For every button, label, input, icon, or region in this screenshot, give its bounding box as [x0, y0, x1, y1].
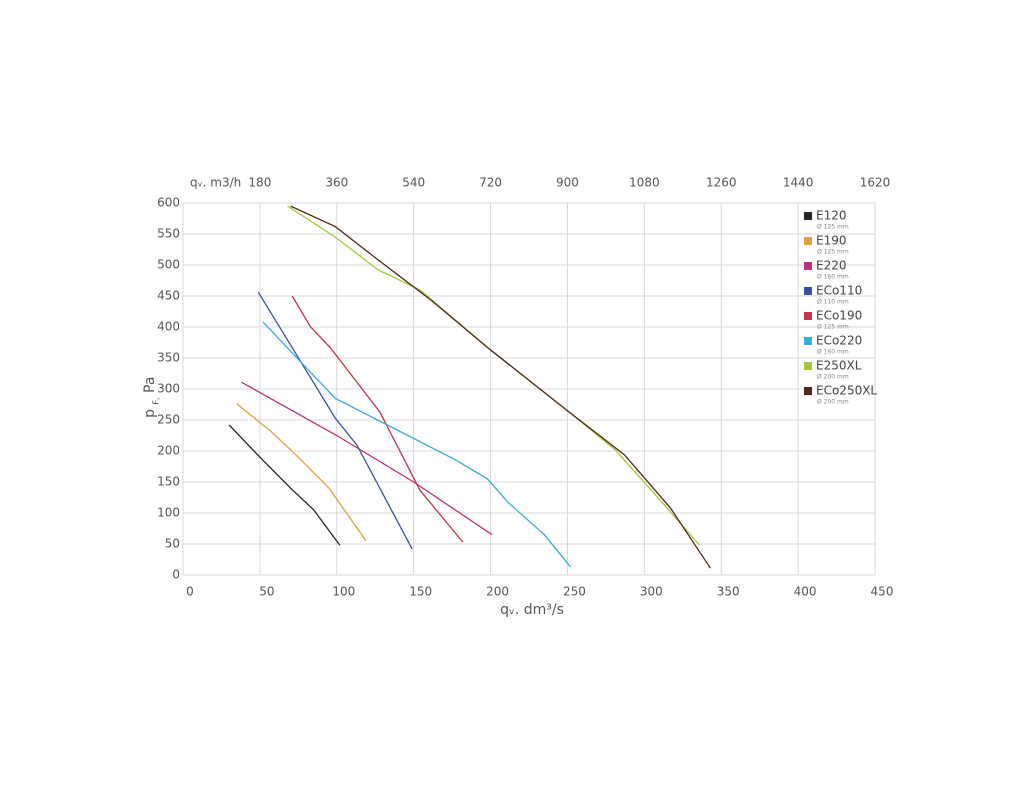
x2-tick-label: 1260	[706, 176, 737, 190]
legend-sublabel: Ø 125 mm	[817, 324, 849, 331]
legend-swatch	[804, 312, 812, 320]
x-tick-label: 0	[186, 585, 194, 599]
y-tick-label: 250	[157, 413, 180, 427]
x-tick-label: 350	[717, 585, 740, 599]
legend-sublabel: Ø 125 mm	[817, 249, 849, 256]
x-tick-label: 300	[640, 585, 663, 599]
x2-tick-label: 540	[402, 176, 425, 190]
x-tick-label: 100	[332, 585, 355, 599]
y-axis-label-unit: Pa	[142, 377, 158, 393]
y-tick-label: 150	[157, 475, 180, 489]
legend-swatch	[804, 362, 812, 370]
legend-label: E220	[816, 259, 847, 273]
y-tick-label: 500	[157, 258, 180, 272]
series-line	[262, 321, 572, 568]
x-axis-label: qᵥ. dm³/s	[500, 602, 564, 618]
y-tick-label: 200	[157, 444, 180, 458]
series-line	[291, 295, 464, 543]
x-tick-label: 50	[259, 585, 274, 599]
x-tick-label: 400	[794, 585, 817, 599]
legend-swatch	[804, 387, 812, 395]
y-tick-label: 350	[157, 351, 180, 365]
legend-swatch	[804, 337, 812, 345]
y-tick-label: 0	[172, 568, 180, 582]
legend-label: E120	[816, 209, 847, 223]
x2-tick-label: 1080	[629, 176, 660, 190]
legend-sublabel: Ø 110 mm	[817, 299, 849, 306]
y-tick-label: 550	[157, 227, 180, 241]
x2-tick-label: 720	[479, 176, 502, 190]
x2-tick-label: 1620	[860, 176, 891, 190]
y-tick-label: 50	[165, 537, 180, 551]
y-axis-label: p	[142, 409, 158, 418]
legend-sublabel: Ø 160 mm	[817, 274, 849, 281]
x2-tick-label: 1440	[783, 176, 814, 190]
x-tick-label: 200	[486, 585, 509, 599]
x2-tick-label: 360	[325, 176, 348, 190]
legend-label: ECo220	[816, 334, 862, 348]
y-tick-label: 400	[157, 320, 180, 334]
y-tick-label: 300	[157, 382, 180, 396]
legend-swatch	[804, 237, 812, 245]
y-axis-label-group: p F, Pa	[142, 377, 161, 418]
y-tick-label: 450	[157, 289, 180, 303]
series-line	[290, 205, 711, 569]
legend-label: E250XL	[816, 359, 862, 373]
y-tick-label: 100	[157, 506, 180, 520]
x2-tick-label: 180	[248, 176, 271, 190]
x2-tick-label: 900	[556, 176, 579, 190]
x2-axis-label: qᵥ. m3/h	[190, 176, 241, 190]
x-tick-label: 250	[563, 585, 586, 599]
plot-frame	[182, 202, 876, 576]
series-line	[236, 403, 367, 542]
legend-swatch	[804, 262, 812, 270]
legend-swatch	[804, 287, 812, 295]
legend-sublabel: Ø 200 mm	[817, 399, 849, 406]
legend-label: E190	[816, 234, 847, 248]
series-line	[241, 381, 493, 536]
series-line	[287, 205, 701, 546]
series-line	[228, 424, 341, 546]
x-tick-label: 450	[871, 585, 894, 599]
x-tick-label: 150	[409, 585, 432, 599]
legend-sublabel: Ø 160 mm	[817, 349, 849, 356]
legend-label: ECo110	[816, 284, 862, 298]
series-line	[257, 291, 413, 550]
legend-label: ECo190	[816, 309, 862, 323]
legend-sublabel: Ø 200 mm	[817, 374, 849, 381]
legend-swatch	[804, 212, 812, 220]
legend-sublabel: Ø 125 mm	[817, 224, 849, 231]
y-tick-label: 600	[157, 196, 180, 210]
y-axis-label-sub: F,	[152, 397, 161, 404]
legend-label: ECo250XL	[816, 384, 877, 398]
